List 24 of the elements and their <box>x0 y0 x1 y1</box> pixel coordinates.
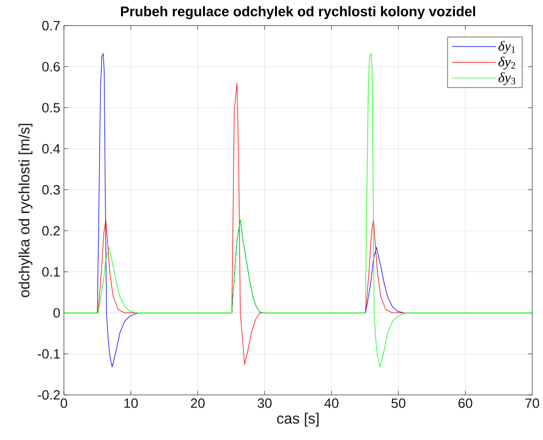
y-tick-label: 0.6 <box>42 62 60 72</box>
y-tick-label: -0.1 <box>38 348 60 358</box>
y-tick-label: 0.3 <box>42 184 60 194</box>
x-tick-label: 50 <box>391 398 406 408</box>
x-tick-label: 70 <box>525 398 540 408</box>
x-tick-label: 10 <box>124 398 138 408</box>
y-tick-label: -0.2 <box>38 390 60 400</box>
x-tick-label: 40 <box>324 398 338 408</box>
y-tick-label: 0.1 <box>42 266 60 276</box>
legend-label: δy$_{1}$ <box>498 40 516 54</box>
y-tick-label: 0.5 <box>42 102 60 112</box>
chart-title: Prubeh regulace odchylek od rychlosti kolony vozidel <box>121 6 476 20</box>
x-tick-label: 20 <box>190 398 205 408</box>
legend-label: δy$_{3}$ <box>498 72 516 85</box>
x-tick-label: 60 <box>458 398 472 408</box>
x-tick-label: 0 <box>60 398 68 408</box>
legend-label: δy$_{2}$ <box>498 56 516 70</box>
y-tick-label: 0.2 <box>42 226 60 236</box>
y-tick-label: 0 <box>53 308 60 318</box>
y-axis-title: odchylka od rychlosti [m/s] <box>18 124 32 297</box>
x-tick-label: 30 <box>258 398 272 408</box>
y-tick-label: 0.4 <box>42 144 60 154</box>
x-axis-title: cas [s] <box>277 412 319 426</box>
y-tick-label: 0.7 <box>42 20 60 30</box>
